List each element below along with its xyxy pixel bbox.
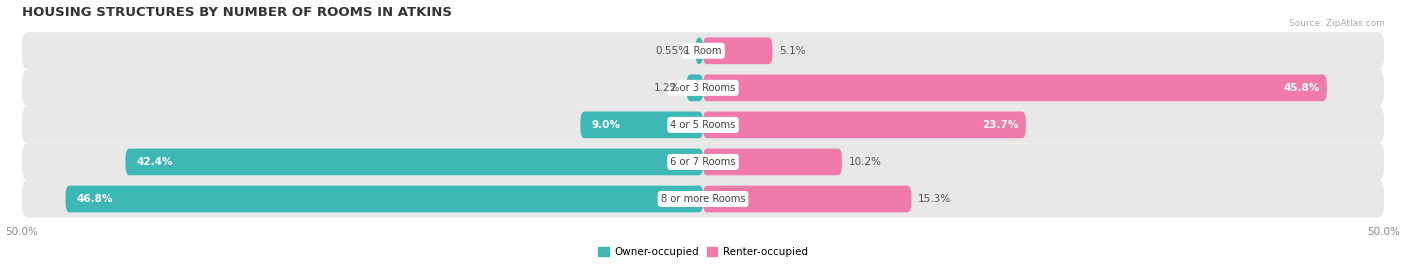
FancyBboxPatch shape [22, 143, 1384, 180]
Text: 15.3%: 15.3% [918, 194, 952, 204]
Text: 8 or more Rooms: 8 or more Rooms [661, 194, 745, 204]
Text: Source: ZipAtlas.com: Source: ZipAtlas.com [1289, 19, 1385, 28]
FancyBboxPatch shape [66, 186, 703, 212]
Text: 45.8%: 45.8% [1284, 83, 1320, 93]
FancyBboxPatch shape [125, 148, 703, 175]
Text: 1.2%: 1.2% [654, 83, 681, 93]
Text: 0.55%: 0.55% [655, 46, 689, 56]
FancyBboxPatch shape [703, 37, 772, 64]
FancyBboxPatch shape [703, 75, 1327, 101]
Text: 1 Room: 1 Room [685, 46, 721, 56]
Text: 46.8%: 46.8% [76, 194, 112, 204]
FancyBboxPatch shape [581, 112, 703, 138]
Text: 42.4%: 42.4% [136, 157, 173, 167]
Text: 6 or 7 Rooms: 6 or 7 Rooms [671, 157, 735, 167]
FancyBboxPatch shape [703, 112, 1026, 138]
FancyBboxPatch shape [22, 69, 1384, 106]
Text: 5.1%: 5.1% [779, 46, 806, 56]
FancyBboxPatch shape [703, 186, 911, 212]
Text: 2 or 3 Rooms: 2 or 3 Rooms [671, 83, 735, 93]
Legend: Owner-occupied, Renter-occupied: Owner-occupied, Renter-occupied [595, 243, 811, 261]
FancyBboxPatch shape [22, 32, 1384, 69]
FancyBboxPatch shape [696, 37, 703, 64]
Text: 23.7%: 23.7% [983, 120, 1019, 130]
Text: 9.0%: 9.0% [592, 120, 620, 130]
FancyBboxPatch shape [22, 106, 1384, 143]
FancyBboxPatch shape [22, 180, 1384, 218]
Text: HOUSING STRUCTURES BY NUMBER OF ROOMS IN ATKINS: HOUSING STRUCTURES BY NUMBER OF ROOMS IN… [22, 6, 451, 19]
Text: 4 or 5 Rooms: 4 or 5 Rooms [671, 120, 735, 130]
FancyBboxPatch shape [686, 75, 703, 101]
FancyBboxPatch shape [703, 148, 842, 175]
Text: 10.2%: 10.2% [849, 157, 882, 167]
